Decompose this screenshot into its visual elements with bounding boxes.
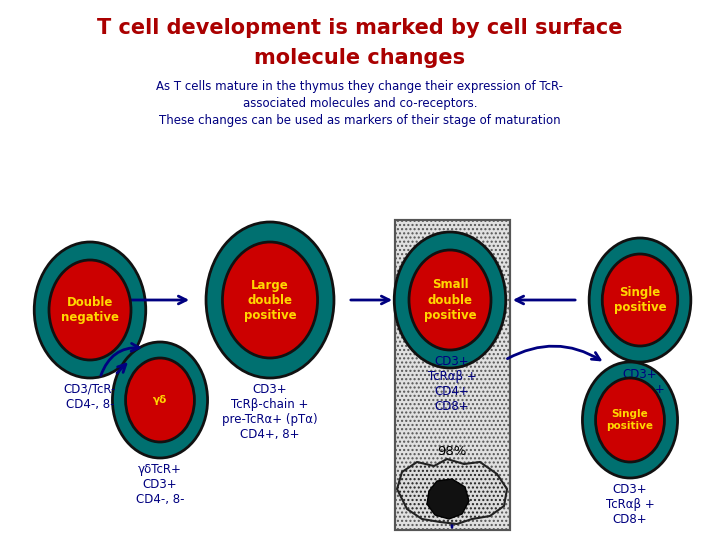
Text: As T cells mature in the thymus they change their expression of TcR-: As T cells mature in the thymus they cha… — [156, 80, 564, 93]
Text: CD3+
TcRαβ +
CD8+: CD3+ TcRαβ + CD8+ — [606, 483, 654, 526]
Text: Large
double
positive: Large double positive — [243, 279, 297, 321]
Text: CD3+
TcRαβ +
CD4+
CD8+: CD3+ TcRαβ + CD4+ CD8+ — [428, 355, 477, 413]
Ellipse shape — [125, 358, 194, 442]
Text: associated molecules and co-receptors.: associated molecules and co-receptors. — [243, 97, 477, 110]
Ellipse shape — [582, 362, 678, 478]
FancyBboxPatch shape — [395, 220, 510, 530]
Text: γδ: γδ — [153, 395, 167, 405]
Text: Double
negative: Double negative — [61, 296, 119, 324]
Ellipse shape — [112, 342, 207, 458]
Text: These changes can be used as markers of their stage of maturation: These changes can be used as markers of … — [159, 114, 561, 127]
Ellipse shape — [602, 254, 678, 346]
Text: CD3+
TcRαβ +
CD4+: CD3+ TcRαβ + CD4+ — [616, 368, 665, 411]
Text: T cell development is marked by cell surface: T cell development is marked by cell sur… — [97, 18, 623, 38]
Ellipse shape — [206, 222, 334, 378]
Text: Single
positive: Single positive — [613, 286, 666, 314]
Text: Small
double
positive: Small double positive — [423, 279, 477, 321]
Text: molecule changes: molecule changes — [254, 48, 466, 68]
Ellipse shape — [595, 378, 665, 462]
Text: 98%: 98% — [437, 445, 467, 458]
Ellipse shape — [35, 242, 145, 378]
Text: CD3/TcR-
CD4-, 8-: CD3/TcR- CD4-, 8- — [64, 383, 116, 411]
Text: CD3+
TcRβ-chain +
pre-TcRα+ (pTα)
CD4+, 8+: CD3+ TcRβ-chain + pre-TcRα+ (pTα) CD4+, … — [222, 383, 318, 441]
Ellipse shape — [49, 260, 131, 360]
Polygon shape — [397, 459, 507, 524]
Ellipse shape — [409, 250, 491, 350]
Ellipse shape — [589, 238, 691, 362]
Text: γδTcR+
CD3+
CD4-, 8-: γδTcR+ CD3+ CD4-, 8- — [136, 463, 184, 506]
Polygon shape — [427, 479, 469, 519]
Text: Single
positive: Single positive — [606, 409, 654, 431]
Ellipse shape — [395, 232, 505, 368]
Ellipse shape — [222, 242, 318, 358]
